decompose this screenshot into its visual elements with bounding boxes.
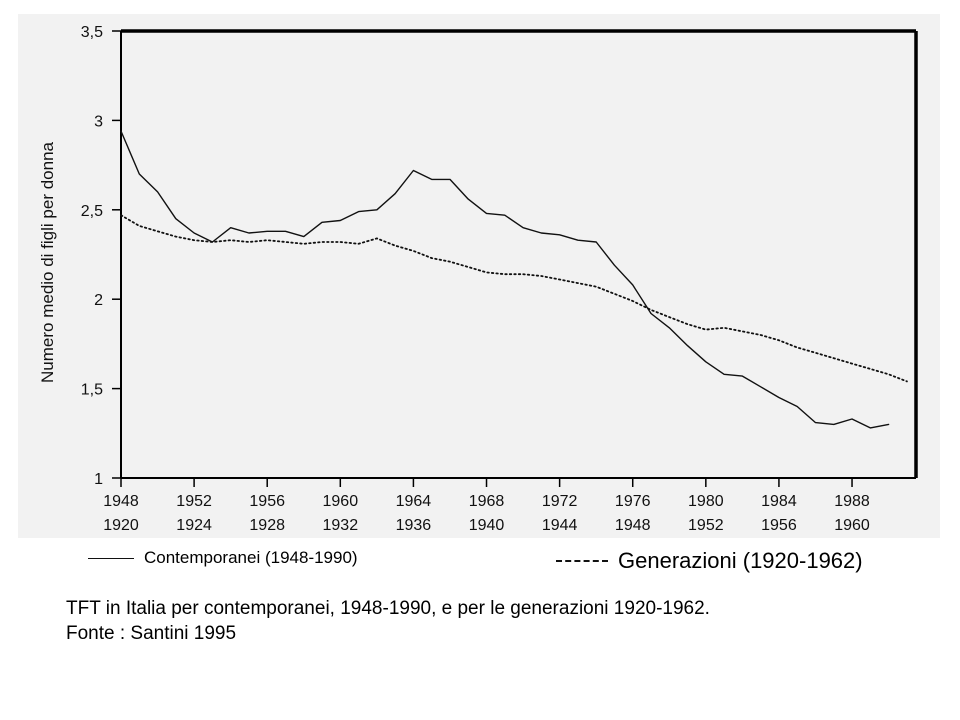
x-tick-label-period: 1952 (176, 493, 212, 510)
series-line-generazioni (120, 214, 908, 383)
line-chart: 1 1,5 2 2,5 3 3,5 1948 1920 1952 1924 1956 1928 1960… (38, 24, 918, 534)
x-tick-label-generation: 1936 (396, 517, 432, 534)
y-tick-label: 2 (94, 292, 103, 309)
y-tick-label: 3 (94, 113, 103, 130)
x-tick-label-generation: 1956 (761, 517, 797, 534)
x-tick-label-period: 1984 (761, 493, 797, 510)
legend-dashed-line-swatch (556, 560, 608, 562)
y-axis-title: Numero medio di figli per donna (38, 141, 57, 383)
x-tick-label-generation: 1920 (103, 517, 139, 534)
legend-item-contemporanei: Contemporanei (1948-1990) (88, 548, 358, 568)
chart-caption: TFT in Italia per contemporanei, 1948-19… (66, 596, 710, 646)
x-tick-label-period: 1948 (103, 493, 139, 510)
x-tick-label-generation: 1960 (834, 517, 870, 534)
caption-line-1: TFT in Italia per contemporanei, 1948-19… (66, 598, 710, 619)
y-tick-label: 1,5 (81, 382, 103, 399)
y-tick-label: 3,5 (81, 24, 103, 41)
x-tick-label-period: 1960 (323, 493, 359, 510)
x-tick-label-generation: 1940 (469, 517, 505, 534)
x-tick-label-generation: 1944 (542, 517, 578, 534)
caption-line-2: Fonte : Santini 1995 (66, 623, 237, 644)
x-tick-label-generation: 1952 (688, 517, 724, 534)
x-tick-label-period: 1988 (834, 493, 870, 510)
x-tick-label-generation: 1948 (615, 517, 651, 534)
x-tick-label-generation: 1932 (323, 517, 359, 534)
y-tick-label: 1 (94, 471, 103, 488)
x-tick-label-period: 1972 (542, 493, 578, 510)
x-tick-label-generation: 1924 (176, 517, 212, 534)
series-line-contemporanei (120, 130, 890, 429)
legend-solid-line-swatch (88, 557, 134, 559)
legend-label-generazioni: Generazioni (1920-1962) (618, 548, 863, 573)
y-tick-label: 2,5 (81, 203, 103, 220)
legend-label-contemporanei: Contemporanei (1948-1990) (144, 548, 358, 567)
plot-panel (18, 14, 940, 538)
x-tick-label-generation: 1928 (249, 517, 285, 534)
legend-item-generazioni: Generazioni (1920-1962) (556, 548, 863, 574)
x-tick-label-period: 1968 (469, 493, 505, 510)
x-tick-label-period: 1976 (615, 493, 651, 510)
x-tick-label-period: 1956 (249, 493, 285, 510)
x-tick-label-period: 1964 (396, 493, 432, 510)
x-tick-label-period: 1980 (688, 493, 724, 510)
